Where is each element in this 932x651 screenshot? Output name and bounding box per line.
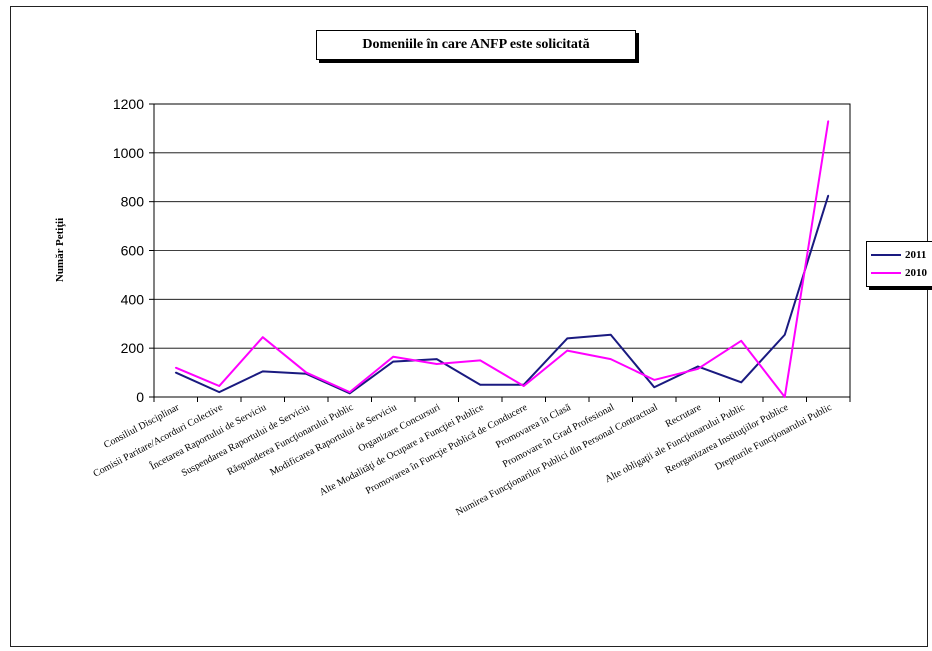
data-point-2010 bbox=[218, 385, 221, 387]
data-point-2011 bbox=[566, 337, 569, 340]
data-point-2010 bbox=[609, 358, 612, 360]
y-tick-label: 600 bbox=[121, 243, 145, 259]
data-point-2010 bbox=[305, 371, 308, 374]
data-point-2010 bbox=[174, 366, 177, 369]
chart-frame bbox=[10, 6, 928, 647]
data-point-2011 bbox=[174, 371, 177, 374]
data-point-2011 bbox=[609, 333, 612, 336]
data-point-2011 bbox=[783, 333, 786, 336]
data-point-2010 bbox=[696, 368, 699, 370]
legend: 2011 2010 bbox=[866, 241, 932, 287]
data-point-2011 bbox=[479, 383, 482, 386]
data-point-2010 bbox=[783, 396, 786, 398]
legend-swatch-2011 bbox=[871, 254, 901, 256]
data-point-2010 bbox=[740, 340, 743, 342]
data-point-2011 bbox=[827, 194, 830, 197]
legend-item-2010: 2010 bbox=[871, 265, 927, 281]
data-point-2010 bbox=[261, 336, 264, 338]
data-point-2010 bbox=[435, 363, 438, 365]
legend-item-2011: 2011 bbox=[871, 247, 926, 263]
data-point-2011 bbox=[261, 370, 264, 373]
data-point-2010 bbox=[827, 120, 830, 122]
data-point-2010 bbox=[566, 349, 569, 352]
y-axis-ticks: 0 200 400 600 800 1000 1200 bbox=[113, 96, 154, 405]
legend-swatch-2010 bbox=[871, 272, 901, 274]
data-point-2011 bbox=[435, 358, 438, 360]
data-point-2010 bbox=[479, 359, 482, 362]
legend-label-2011: 2011 bbox=[905, 249, 927, 261]
data-point-2011 bbox=[218, 391, 221, 393]
y-tick-label: 0 bbox=[136, 389, 144, 405]
data-point-2011 bbox=[392, 360, 395, 363]
y-axis-label: Număr Petiţii bbox=[54, 218, 66, 282]
series-lines bbox=[174, 120, 830, 398]
data-point-2010 bbox=[348, 391, 351, 393]
y-tick-label: 1200 bbox=[113, 96, 144, 112]
y-tick-label: 200 bbox=[121, 340, 145, 356]
series-line-2010 bbox=[175, 120, 830, 398]
gridlines bbox=[154, 152, 850, 349]
y-tick-label: 400 bbox=[121, 291, 145, 307]
legend-label-2010: 2010 bbox=[905, 267, 927, 279]
data-point-2010 bbox=[653, 379, 656, 381]
data-point-2011 bbox=[696, 365, 699, 368]
data-point-2010 bbox=[392, 355, 395, 358]
y-tick-label: 1000 bbox=[113, 145, 144, 161]
data-point-2011 bbox=[740, 381, 743, 384]
data-point-2010 bbox=[522, 385, 525, 387]
series-line-2011 bbox=[175, 195, 830, 395]
chart-title: Domeniile în care ANFP este solicitată bbox=[316, 30, 636, 60]
y-tick-label: 800 bbox=[121, 194, 145, 210]
data-point-2011 bbox=[653, 386, 656, 389]
